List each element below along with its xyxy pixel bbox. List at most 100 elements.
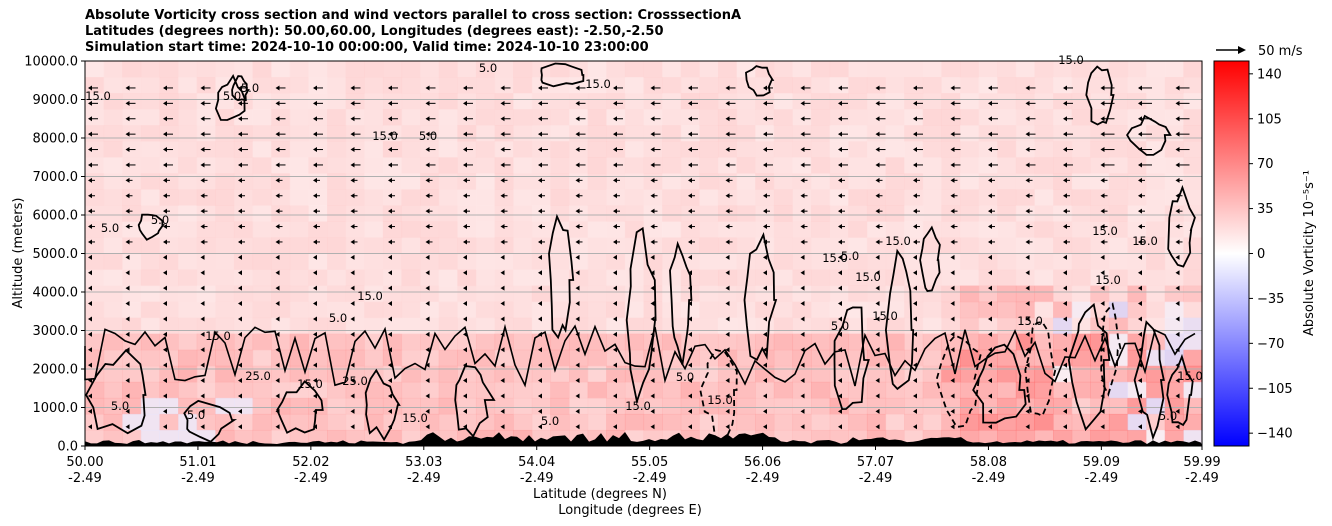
field-cell (289, 77, 309, 94)
field-cell (643, 221, 663, 239)
field-cell (829, 93, 849, 110)
field-cell (1015, 93, 1036, 110)
wind-vector-head (388, 331, 392, 337)
field-cell (1034, 269, 1054, 287)
field-cell (215, 397, 235, 415)
field-cell (1034, 173, 1054, 190)
field-cell (1053, 189, 1073, 206)
field-cell (438, 109, 458, 126)
wind-vector-head (200, 301, 205, 307)
field-cell (252, 61, 272, 78)
y-axis-label: Altitude (meters) (11, 198, 26, 309)
field-cell (922, 381, 942, 399)
wind-vector-head (88, 116, 92, 122)
field-cell (792, 285, 812, 303)
field-cell (531, 269, 552, 287)
field-cell (233, 301, 254, 319)
wind-vector-head (800, 254, 805, 260)
wind-vector-head (950, 116, 955, 122)
wind-vector-head (388, 147, 392, 153)
field-cell (680, 205, 700, 223)
field-cell (569, 349, 589, 367)
wind-vector-head (1175, 100, 1180, 106)
field-cell (848, 141, 868, 158)
field-cell (959, 93, 980, 110)
wind-vector-head (350, 301, 355, 307)
wind-vector-head (500, 116, 505, 122)
field-cell (1146, 381, 1166, 399)
wind-vector-head (1063, 347, 1067, 353)
wind-vector-head (875, 239, 880, 245)
field-cell (140, 365, 161, 383)
wind-vector-head (650, 270, 655, 276)
field-cell (271, 205, 291, 223)
wind-vector-head (538, 85, 542, 91)
wind-vector-head (313, 331, 317, 337)
field-cell (941, 77, 961, 94)
wind-vector-head (350, 378, 355, 384)
wind-vector-head (163, 378, 167, 384)
wind-vector-head (200, 408, 205, 414)
field-cell (271, 157, 291, 174)
wind-vector-head (125, 347, 130, 353)
field-cell (1071, 173, 1091, 190)
y-tick-label: 10000.0 (24, 55, 78, 70)
wind-vector-head (838, 285, 842, 291)
wind-vector-head (988, 408, 992, 414)
y-tick-label: 5000.0 (33, 247, 79, 262)
field-cell (1071, 77, 1091, 94)
field-cell (550, 237, 570, 255)
field-cell (475, 253, 496, 271)
field-cell (904, 77, 924, 94)
field-cell (773, 237, 794, 255)
field-cell (140, 269, 161, 287)
field-cell (848, 317, 868, 335)
wind-vector-head (1100, 208, 1105, 214)
field-cell (699, 269, 719, 287)
field-cell (475, 157, 496, 174)
field-cell (997, 269, 1017, 287)
field-cell (717, 77, 738, 94)
wind-vector-head (950, 424, 955, 430)
field-cell (1183, 157, 1203, 174)
field-cell (885, 93, 905, 110)
x-tick-label-lon: -2.49 (746, 471, 780, 486)
field-cell (1183, 349, 1203, 367)
field-cell (1183, 413, 1203, 431)
field-cell (1090, 317, 1110, 335)
field-cell (345, 381, 365, 399)
field-cell (1071, 301, 1091, 319)
field-cell (85, 205, 105, 223)
field-cell (1146, 221, 1166, 239)
field-cell (513, 413, 533, 431)
wind-vector-head (463, 116, 467, 122)
wind-vector-head (538, 254, 542, 260)
field-cell (215, 269, 235, 287)
field-cell (1146, 189, 1166, 206)
wind-vector-head (313, 424, 317, 430)
wind-vector-head (388, 193, 392, 199)
field-cell (1183, 93, 1203, 110)
field-cell (1146, 157, 1166, 174)
field-cell (1071, 189, 1091, 206)
field-cell (885, 237, 905, 255)
field-cell (494, 285, 514, 303)
field-cell (1108, 285, 1129, 303)
field-cell (587, 141, 607, 158)
field-cell (1015, 413, 1036, 431)
field-cell (382, 333, 403, 351)
field-cell (866, 61, 887, 78)
field-cell (1015, 221, 1036, 239)
field-cell (159, 125, 179, 142)
wind-vector-head (575, 254, 580, 260)
field-cell (289, 237, 309, 255)
wind-vector-head (538, 408, 542, 414)
field-cell (978, 205, 998, 223)
field-cell (159, 205, 179, 223)
wind-vector-head (238, 100, 242, 106)
wind-vector-head (725, 408, 730, 414)
wind-vector-head (1175, 393, 1180, 399)
field-cell (382, 77, 403, 94)
wind-vector-head (1138, 131, 1142, 137)
wind-vector-head (463, 408, 467, 414)
